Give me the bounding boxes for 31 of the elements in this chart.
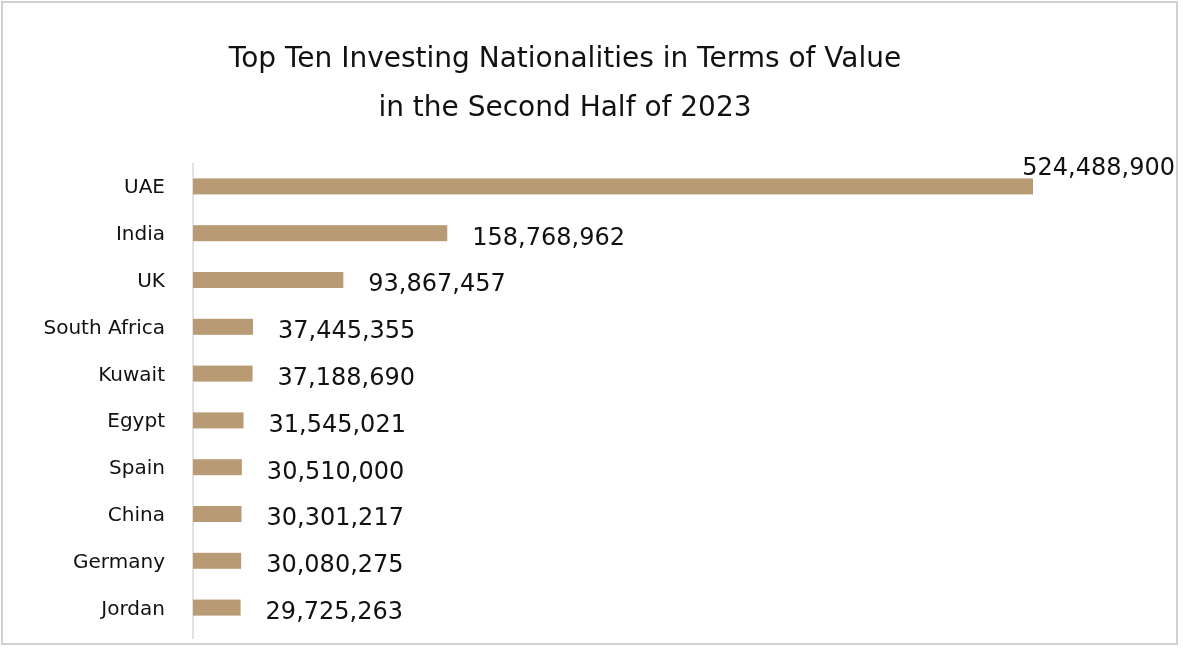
y-tick-label: South Africa (43, 314, 165, 339)
data-label: 37,188,690 (277, 363, 415, 391)
data-label: 30,080,275 (266, 550, 404, 579)
bar (193, 225, 448, 242)
data-label: 524,488,900 (1022, 152, 1175, 181)
data-label: 31,545,021 (268, 409, 406, 438)
data-label: 29,725,263 (265, 597, 404, 625)
y-tick-label: Germany (73, 548, 166, 573)
data-label: 93,867,457 (368, 269, 506, 298)
bar (193, 459, 242, 476)
bar (193, 272, 344, 288)
y-tick-label: Jordan (99, 595, 165, 620)
bar (193, 318, 253, 335)
y-tick-label: India (115, 221, 165, 246)
y-tick-label: China (107, 502, 165, 526)
bar (193, 365, 253, 382)
chart-title: Top Ten Investing Nationalities in Terms of Value in the Second Half of 2023 (227, 40, 902, 123)
y-tick-label: Spain (109, 455, 165, 480)
data-label: 30,510,000 (266, 456, 405, 485)
y-tick-label: UK (137, 268, 166, 292)
data-label: 30,301,217 (266, 503, 404, 532)
y-tick-label: Egypt (107, 408, 166, 433)
y-tick-label: UAE (124, 174, 165, 199)
bar (193, 178, 1033, 195)
data-label: 37,445,355 (277, 316, 416, 345)
y-tick-label: Kuwait (98, 361, 166, 386)
data-label: 158,768,962 (472, 222, 625, 251)
bar (193, 552, 242, 569)
bar (193, 412, 244, 429)
bar (193, 599, 241, 616)
bar (193, 506, 242, 522)
